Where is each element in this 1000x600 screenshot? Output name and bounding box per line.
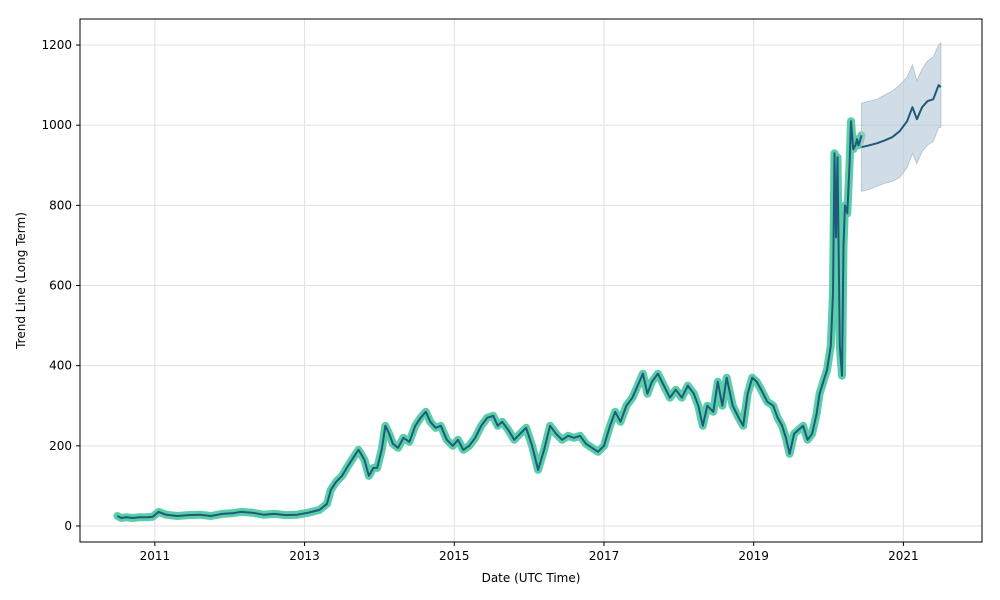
y-tick-label: 1200 [41,38,72,52]
y-tick-label: 1000 [41,118,72,132]
history-line [116,120,863,519]
plot-frame [79,18,983,543]
y-tick-label: 200 [49,439,72,453]
forecast-line [861,84,942,149]
trend-lines [116,84,942,519]
x-axis-ticks: 2011 2013 2015 2017 2019 2021 [140,542,919,563]
y-tick-label: 800 [49,198,72,212]
y-axis-ticks: 0 200 400 600 800 1000 1200 [41,38,80,533]
y-tick-label: 400 [49,359,72,373]
y-tick-label: 0 [64,519,72,533]
y-axis-label: Trend Line (Long Term) [14,212,28,350]
x-tick-label: 2019 [738,549,769,563]
confidence-bands [113,41,942,522]
x-axis-label: Date (UTC Time) [482,571,581,585]
x-tick-label: 2011 [140,549,171,563]
x-tick-label: 2015 [439,549,470,563]
x-tick-label: 2013 [289,549,320,563]
x-tick-label: 2017 [589,549,620,563]
y-tick-label: 600 [49,279,72,293]
forecast-confidence-band [861,41,942,192]
history-range-band [113,117,866,522]
x-tick-label: 2021 [888,549,919,563]
